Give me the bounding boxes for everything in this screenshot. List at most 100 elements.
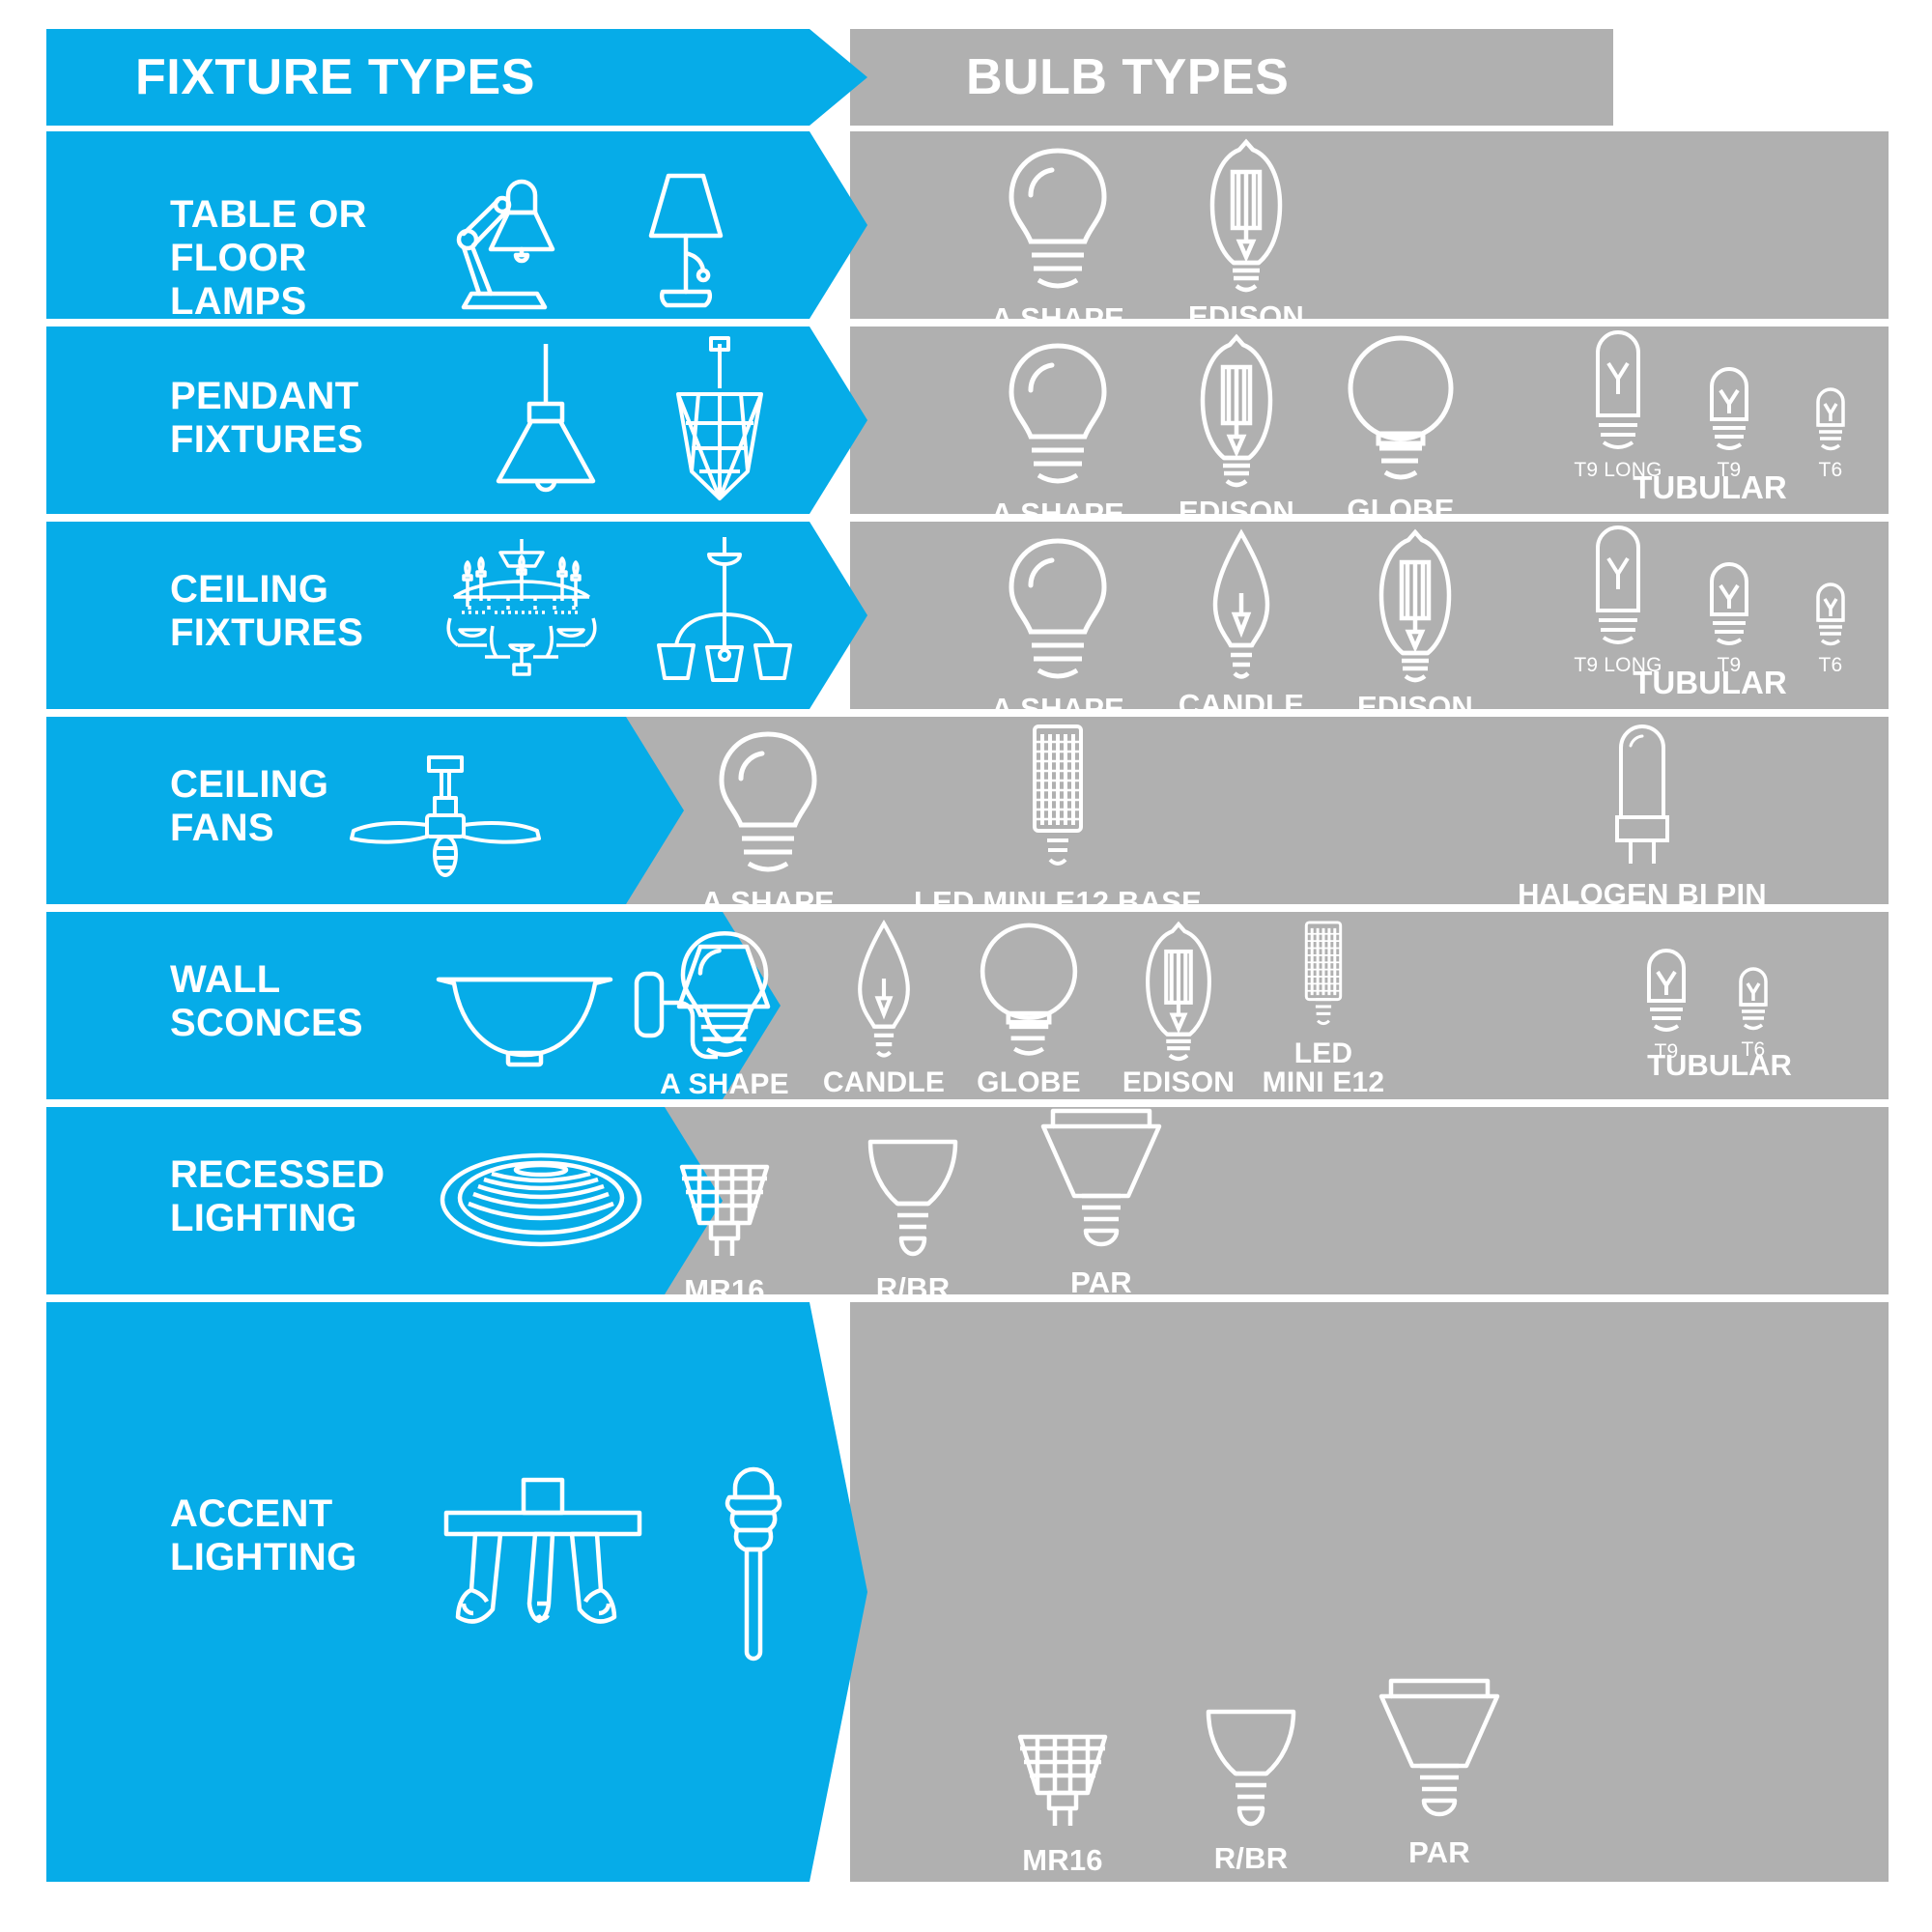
fixture-label-line: TABLE OR <box>170 193 367 236</box>
bulb-a-shape: A SHAPE <box>638 927 811 1099</box>
track-light-icon <box>443 1477 642 1624</box>
bulb-led-mini-e12: LED MINI E12 <box>1241 920 1406 1097</box>
fixture-label-line: CEILING <box>170 763 329 806</box>
fixture-label-line: FLOOR <box>170 236 307 279</box>
led-mini-e12-icon <box>1304 921 1343 1026</box>
bulb-label: GLOBE <box>977 1066 1081 1098</box>
ceiling-fan-icon <box>350 755 541 877</box>
bulb-mr16: MR16 <box>628 1159 821 1305</box>
path-light-icon <box>724 1466 782 1662</box>
header-bulb-types-band <box>850 29 1613 126</box>
bulb-a-shape: A SHAPE <box>966 535 1150 724</box>
row-4-blue-arrow <box>46 717 684 904</box>
table-lamp-icon <box>648 173 724 308</box>
r-br-bulb-icon <box>867 1139 958 1257</box>
bulb-a-shape: A SHAPE <box>966 340 1150 528</box>
bulb-label: MR16 <box>1022 1843 1103 1877</box>
row-1-fixture-label: TABLE OR FLOOR LAMPS <box>170 193 367 323</box>
par-bulb-icon <box>1040 1108 1162 1247</box>
bulb-label: R/BR <box>875 1271 951 1305</box>
bulb-edison: EDISON <box>1092 920 1265 1097</box>
bulb-label: EDISON <box>1356 690 1474 724</box>
tubular-t6-icon <box>1816 387 1845 451</box>
bulb-a-shape: A SHAPE <box>628 728 908 917</box>
bulb-label: PAR <box>1070 1265 1132 1299</box>
bulb-label: EDISON <box>1187 299 1305 333</box>
a-shape-bulb-icon <box>1009 343 1107 484</box>
pendant-cone-icon <box>496 344 596 493</box>
bulb-r-br: R/BR <box>816 1138 1009 1303</box>
fixture-label-line: LIGHTING <box>170 1535 357 1578</box>
fixture-label-line: CEILING <box>170 568 329 611</box>
bulb-sub-label: T9 LONG <box>1574 459 1662 481</box>
bulb-sub-label: T9 LONG <box>1574 654 1662 676</box>
bulb-par: PAR <box>995 1107 1208 1297</box>
row-5-blue-arrow <box>46 912 781 1099</box>
bulb-sub-label: T6 <box>1818 654 1843 676</box>
mr16-bulb-icon <box>1017 1734 1108 1826</box>
fixture-label-line: FANS <box>170 806 274 849</box>
row-4-gray-band <box>599 717 1889 904</box>
chandelier-crystal-icon <box>446 539 597 676</box>
bulb-candle: CANDLE <box>797 919 971 1097</box>
candle-bulb-icon <box>1212 528 1270 679</box>
chandelier-arm-icon <box>657 537 792 682</box>
bulb-edison: EDISON <box>1145 332 1328 526</box>
header-fixture-types-title: FIXTURE TYPES <box>135 49 535 105</box>
fixture-label-line: WALL <box>170 958 281 1001</box>
tubular-t9-long-icon <box>1596 329 1640 449</box>
row-1-blue-arrow <box>46 131 867 319</box>
bulb-tubular-t6: T6 <box>1715 966 1792 1060</box>
row-2-blue-arrow <box>46 327 867 514</box>
edison-bulb-icon <box>1200 333 1273 488</box>
globe-bulb-icon <box>980 923 1078 1056</box>
row-7-gray-band <box>850 1302 1889 1882</box>
bulb-tubular-t9-long: T9 LONG <box>1555 524 1681 675</box>
header-bulb-types-title: BULB TYPES <box>966 49 1290 105</box>
bulb-sub-label: T9 <box>1654 1040 1679 1063</box>
row-5-fixture-label: WALL SCONCES <box>170 958 363 1045</box>
bulb-label-line: MINI E12 <box>1262 1066 1385 1098</box>
row-7-blue-arrow <box>46 1302 867 1882</box>
bulb-label-line: LED <box>1293 1037 1353 1069</box>
bulb-label: HALOGEN BI PIN <box>1518 877 1767 911</box>
a-shape-bulb-icon <box>680 930 769 1057</box>
bulb-tubular-t9: T9 <box>1623 947 1710 1062</box>
bulb-globe: GLOBE <box>1304 332 1497 525</box>
a-shape-bulb-icon <box>1009 538 1107 679</box>
bulb-halogen-bi-pin: HALOGEN BI PIN <box>1454 723 1831 909</box>
bulb-label: R/BR <box>1213 1841 1289 1875</box>
halogen-bi-pin-icon <box>1615 724 1669 864</box>
bulb-sub-label: T9 <box>1717 459 1742 481</box>
bulb-candle: CANDLE <box>1150 528 1333 720</box>
mr16-bulb-icon <box>679 1164 770 1256</box>
fixture-label-line: SCONCES <box>170 1001 363 1044</box>
fixture-label-line: FIXTURES <box>170 611 364 654</box>
bulb-edison: EDISON <box>1323 527 1507 722</box>
desk-lamp-icon <box>456 179 555 310</box>
wall-bowl-sconce-icon <box>436 977 613 1067</box>
pendant-cage-icon <box>676 336 763 500</box>
bulb-label: LED MINI E12 BASE <box>914 885 1202 919</box>
row-2-fixture-label: PENDANT FIXTURES <box>170 375 363 462</box>
bulb-sub-label: T6 <box>1818 459 1843 481</box>
bulb-tubular-t6: T6 <box>1782 582 1879 675</box>
fixture-label-line: LIGHTING <box>170 1196 357 1239</box>
row-3-fixture-label: CEILING FIXTURES <box>170 568 363 655</box>
bulb-label: MR16 <box>684 1273 765 1307</box>
bulb-tubular-t6: T6 <box>1782 386 1879 480</box>
bulb-tubular-t9: T9 <box>1676 365 1782 480</box>
fixture-label-line: RECESSED <box>170 1153 385 1196</box>
bulb-label: EDISON <box>1122 1066 1236 1098</box>
tubular-t9-long-icon <box>1596 525 1640 644</box>
tubular-t9-icon <box>1710 366 1748 450</box>
edison-bulb-icon <box>1378 528 1452 683</box>
bulb-group-label-tubular: TUBULAR <box>1633 469 1787 505</box>
bulb-label: A SHAPE <box>660 1068 789 1100</box>
par-bulb-icon <box>1378 1678 1500 1817</box>
fixture-label-line: FIXTURES <box>170 417 364 461</box>
row-6-gray-band <box>599 1107 1889 1294</box>
bulb-led-mini-e12-base: LED MINI E12 BASE <box>869 723 1246 917</box>
fixture-label-line: PENDANT <box>170 375 359 417</box>
globe-bulb-icon <box>1348 335 1454 480</box>
